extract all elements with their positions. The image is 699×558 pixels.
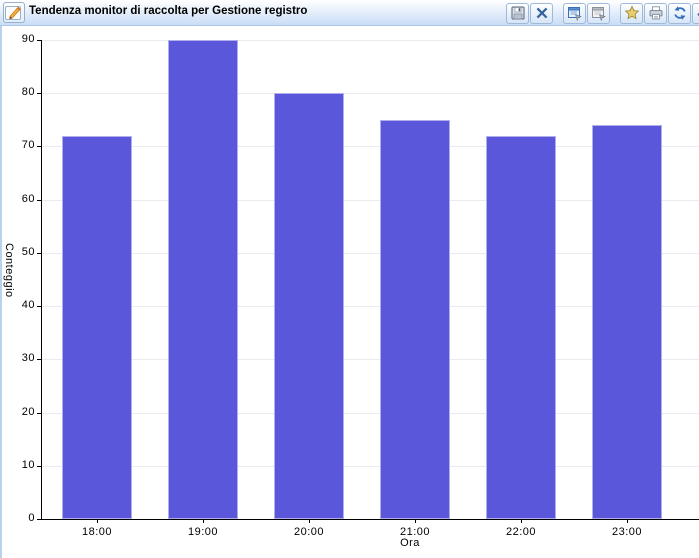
bar-chart: Conteggio Ora 0 10 20 30 40 50 60 70 80 90 18:00 19… <box>0 26 699 558</box>
refresh-icon <box>672 5 688 21</box>
monitor-config-icon <box>567 5 583 21</box>
tag-icon <box>696 5 699 21</box>
gridline <box>41 306 699 308</box>
x-tick-label: 20:00 <box>293 526 325 538</box>
window-title: Tendenza monitor di raccolta per Gestion… <box>29 5 308 17</box>
y-tick <box>37 412 41 414</box>
x-tick-label: 19:00 <box>187 526 219 538</box>
bar <box>274 93 344 519</box>
y-tick <box>37 306 41 308</box>
x-tick-label: 22:00 <box>505 526 537 538</box>
y-axis-title: Conteggio <box>3 243 15 298</box>
y-tick-label: 30 <box>21 352 35 365</box>
x-tick <box>309 519 310 523</box>
y-tick-label: 70 <box>21 139 35 152</box>
pencil-edit-icon <box>5 4 23 22</box>
y-tick-label: 80 <box>21 86 35 99</box>
monitor-config-gray-button[interactable] <box>587 2 610 24</box>
save-button[interactable] <box>506 2 529 24</box>
x-axis-title: Ora <box>400 537 420 549</box>
gridline <box>41 465 699 467</box>
bar <box>486 135 556 519</box>
close-button[interactable] <box>530 2 553 24</box>
print-button[interactable] <box>644 2 667 24</box>
window-left-border <box>0 0 2 558</box>
y-tick <box>37 146 41 148</box>
save-icon <box>510 5 526 21</box>
close-icon <box>534 5 550 21</box>
gridline <box>41 252 699 254</box>
y-tick <box>37 199 41 201</box>
bar <box>62 135 132 519</box>
gridline <box>41 412 699 414</box>
y-axis-line <box>41 40 42 520</box>
x-tick <box>521 519 522 523</box>
favorite-star-icon <box>624 5 640 21</box>
gridline <box>41 40 699 41</box>
favorite-button[interactable] <box>620 2 643 24</box>
bar <box>592 125 662 519</box>
x-tick <box>415 519 416 523</box>
gridline <box>41 93 699 95</box>
x-tick-label: 23:00 <box>611 526 643 538</box>
monitor-config-gray-icon <box>591 5 607 21</box>
x-tick <box>627 519 628 523</box>
gridline <box>41 146 699 148</box>
y-tick <box>37 40 41 41</box>
y-tick-label: 0 <box>28 512 35 524</box>
y-tick <box>37 519 41 520</box>
gridline <box>41 199 699 201</box>
gridline <box>41 359 699 361</box>
bar <box>380 119 450 519</box>
x-tick <box>203 519 204 523</box>
x-axis-line <box>41 519 699 520</box>
y-tick <box>37 359 41 361</box>
y-tick-label: 40 <box>21 299 35 312</box>
y-tick-label: 90 <box>21 33 35 45</box>
y-tick-label: 20 <box>21 405 35 418</box>
y-tick <box>37 252 41 254</box>
y-tick-label: 50 <box>21 245 35 258</box>
toolbar <box>506 2 699 24</box>
edit-button[interactable] <box>3 2 25 23</box>
monitor-config-button[interactable] <box>563 2 586 24</box>
x-tick-label: 18:00 <box>81 526 113 538</box>
titlebar: Tendenza monitor di raccolta per Gestion… <box>0 0 699 26</box>
x-tick-label: 21:00 <box>399 526 431 538</box>
y-tick <box>37 465 41 467</box>
y-tick-label: 10 <box>21 458 35 471</box>
y-tick-label: 60 <box>21 192 35 205</box>
print-icon <box>648 5 664 21</box>
y-tick <box>37 93 41 95</box>
refresh-button[interactable] <box>668 2 691 24</box>
bar <box>168 40 238 519</box>
tag-button[interactable] <box>692 2 699 24</box>
x-tick <box>97 519 98 523</box>
